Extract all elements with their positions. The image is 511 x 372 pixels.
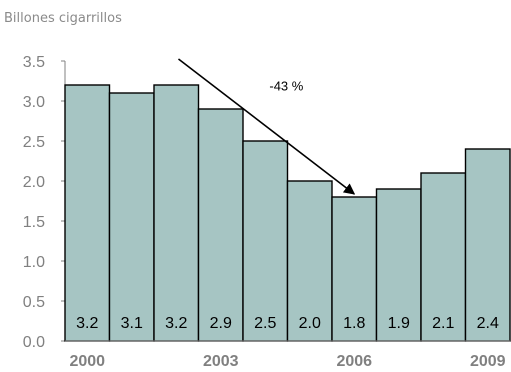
trend-annotation-label: -43 % [269, 79, 303, 94]
y-tick-label: 0.5 [23, 294, 45, 311]
data-label-2004: 2.5 [254, 315, 276, 332]
y-tick-label: 1.0 [23, 254, 45, 271]
data-label-2000: 3.2 [76, 315, 98, 332]
y-axis: 0.0 0.5 1.0 1.5 2.0 2.5 3.0 3.5 [23, 54, 66, 351]
data-labels: 3.2 3.1 3.2 2.9 2.5 2.0 1.8 1.9 2.1 2.4 [76, 315, 499, 332]
trend-arrow [177, 58, 356, 195]
bar-2009 [464, 148, 511, 342]
bar-2004 [242, 140, 289, 342]
data-label-2001: 3.1 [121, 315, 143, 332]
y-tick-label: 1.5 [23, 214, 45, 231]
y-tick-label: 3.0 [23, 94, 45, 111]
trend-annotation: -43 % [177, 58, 356, 195]
data-label-2009: 2.4 [477, 315, 499, 332]
x-axis: 2000 2003 2006 2009 [65, 340, 510, 370]
bar-2003 [197, 108, 244, 342]
y-tick-label: 0.0 [23, 334, 45, 351]
y-tick-label: 3.5 [23, 54, 45, 71]
bars [64, 84, 511, 342]
data-label-2005: 2.0 [299, 315, 321, 332]
y-tick-label: 2.0 [23, 174, 45, 191]
data-label-2007: 1.9 [388, 315, 410, 332]
data-label-2008: 2.1 [432, 315, 454, 332]
data-label-2002: 3.2 [165, 315, 187, 332]
bar-2000 [64, 84, 111, 342]
y-tick-label: 2.5 [23, 134, 45, 151]
x-tick-label: 2006 [336, 353, 372, 370]
x-tick-label: 2000 [69, 353, 105, 370]
x-tick-label: 2003 [203, 353, 239, 370]
unit-label: Billones cigarrillos [4, 11, 122, 26]
bar-2002 [153, 84, 200, 342]
data-label-2003: 2.9 [210, 315, 232, 332]
data-label-2006: 1.8 [343, 315, 365, 332]
x-tick-label: 2009 [470, 353, 506, 370]
bar-2001 [108, 92, 155, 342]
